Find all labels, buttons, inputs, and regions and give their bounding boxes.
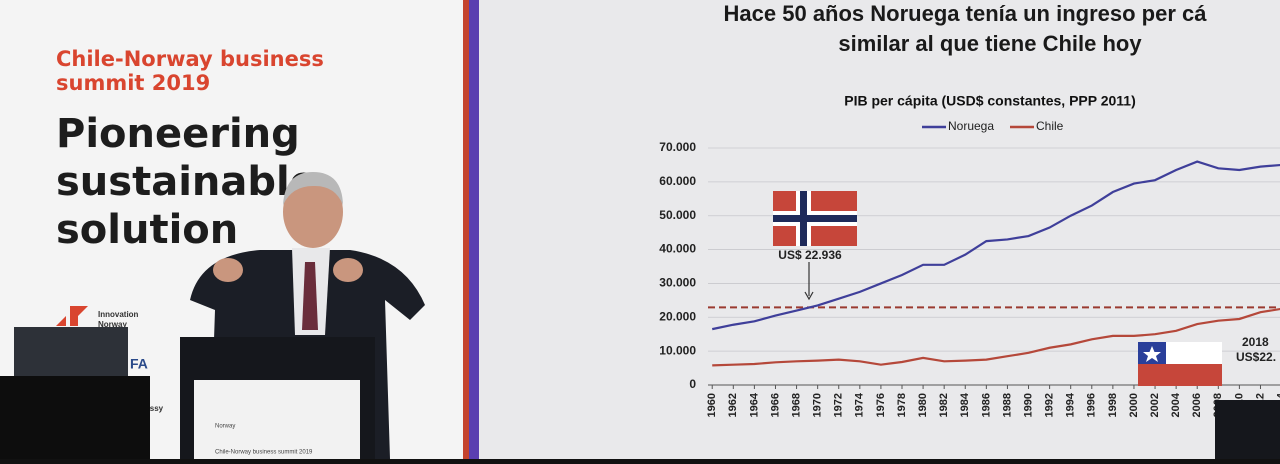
banner-subtitle: summit 2019	[56, 71, 210, 95]
y-tick-label: 70.000	[659, 140, 696, 154]
x-tick-label: 1960	[706, 393, 718, 417]
table	[0, 376, 150, 459]
x-tick-label: 1988	[1001, 393, 1013, 417]
x-tick-label: 2002	[1149, 393, 1161, 417]
y-tick-label: 20.000	[659, 309, 696, 323]
x-tick-label: 1974	[854, 392, 866, 417]
series-line	[711, 160, 1280, 331]
y-tick-label: 40.000	[659, 242, 696, 256]
x-tick-label: 1978	[896, 393, 908, 417]
annotation: 2018	[1242, 335, 1269, 349]
y-tick-label: 50.000	[659, 208, 696, 222]
annotation: US$22.	[1236, 350, 1276, 364]
x-tick-label: 1964	[748, 392, 760, 417]
x-tick-label: 1962	[727, 393, 739, 417]
x-tick-label: 1996	[1086, 393, 1098, 417]
slide-title: Hace 50 años Noruega tenía un ingreso pe…	[724, 1, 1208, 26]
norway-flag	[773, 191, 857, 246]
monitor	[1215, 400, 1280, 459]
x-tick-label: 2000	[1128, 393, 1140, 417]
y-tick-label: 0	[689, 377, 696, 391]
legend-label: Chile	[1036, 119, 1064, 133]
chart: 0 10.000 20.000 30.000 40.000 50.000 60.000 70.…	[659, 119, 1280, 417]
banner-subtitle: Chile-Norway business	[56, 47, 324, 71]
speaker-head	[283, 176, 343, 248]
x-tick-label: 1998	[1107, 393, 1119, 417]
laptop	[14, 327, 128, 379]
logo-text: Norway	[98, 320, 127, 329]
x-tick-label: 2004	[1170, 392, 1182, 417]
reference-label: US$ 22.936	[778, 248, 842, 262]
banner-headline: solution	[56, 207, 238, 253]
banner-headline: Pioneering	[56, 111, 300, 157]
banner-stripe	[469, 0, 479, 459]
banner-headline: sustainable	[56, 159, 317, 205]
y-tick-label: 10.000	[659, 343, 696, 357]
slide-title: similar al que tiene Chile hoy	[838, 31, 1142, 56]
speaker-hand	[333, 258, 363, 282]
y-tick-label: 60.000	[659, 174, 696, 188]
podium-caption: Chile-Norway business summit 2019	[215, 450, 313, 456]
speaker-hair	[283, 172, 343, 205]
speaker-tie	[302, 262, 318, 330]
logo-mark	[56, 306, 88, 326]
chile-flag	[1138, 342, 1222, 386]
x-tick-label: 1982	[938, 393, 950, 417]
podium-panel	[194, 380, 360, 459]
annotation-arrow	[804, 291, 814, 301]
screen	[479, 0, 1280, 459]
x-tick-label: 1994	[1065, 392, 1077, 417]
podium-logo: Norway	[215, 424, 235, 430]
series-line	[712, 307, 1280, 367]
x-tick-label: 1980	[917, 393, 929, 417]
x-tick-label: 1966	[769, 393, 781, 417]
x-tick-label: 1986	[980, 393, 992, 417]
y-tick-label: 30.000	[659, 276, 696, 290]
x-tick-label: 1970	[812, 393, 824, 417]
legend-label: Noruega	[948, 119, 994, 133]
banner-stripe	[463, 0, 469, 459]
x-tick-label: 1976	[875, 393, 887, 417]
x-tick-label: 1992	[1044, 393, 1056, 417]
chart-title: PIB per cápita (USD$ constantes, PPP 201…	[844, 93, 1136, 109]
x-tick-label: 1972	[833, 393, 845, 417]
x-tick-label: 2006	[1191, 393, 1203, 417]
x-tick-label: 1984	[959, 392, 971, 417]
x-tick-label: 1990	[1022, 393, 1034, 417]
x-tick-label: 1968	[790, 393, 802, 417]
logo-text: FA	[130, 356, 148, 372]
logo-text: Innovation	[98, 310, 139, 319]
speaker-hand	[213, 258, 243, 282]
